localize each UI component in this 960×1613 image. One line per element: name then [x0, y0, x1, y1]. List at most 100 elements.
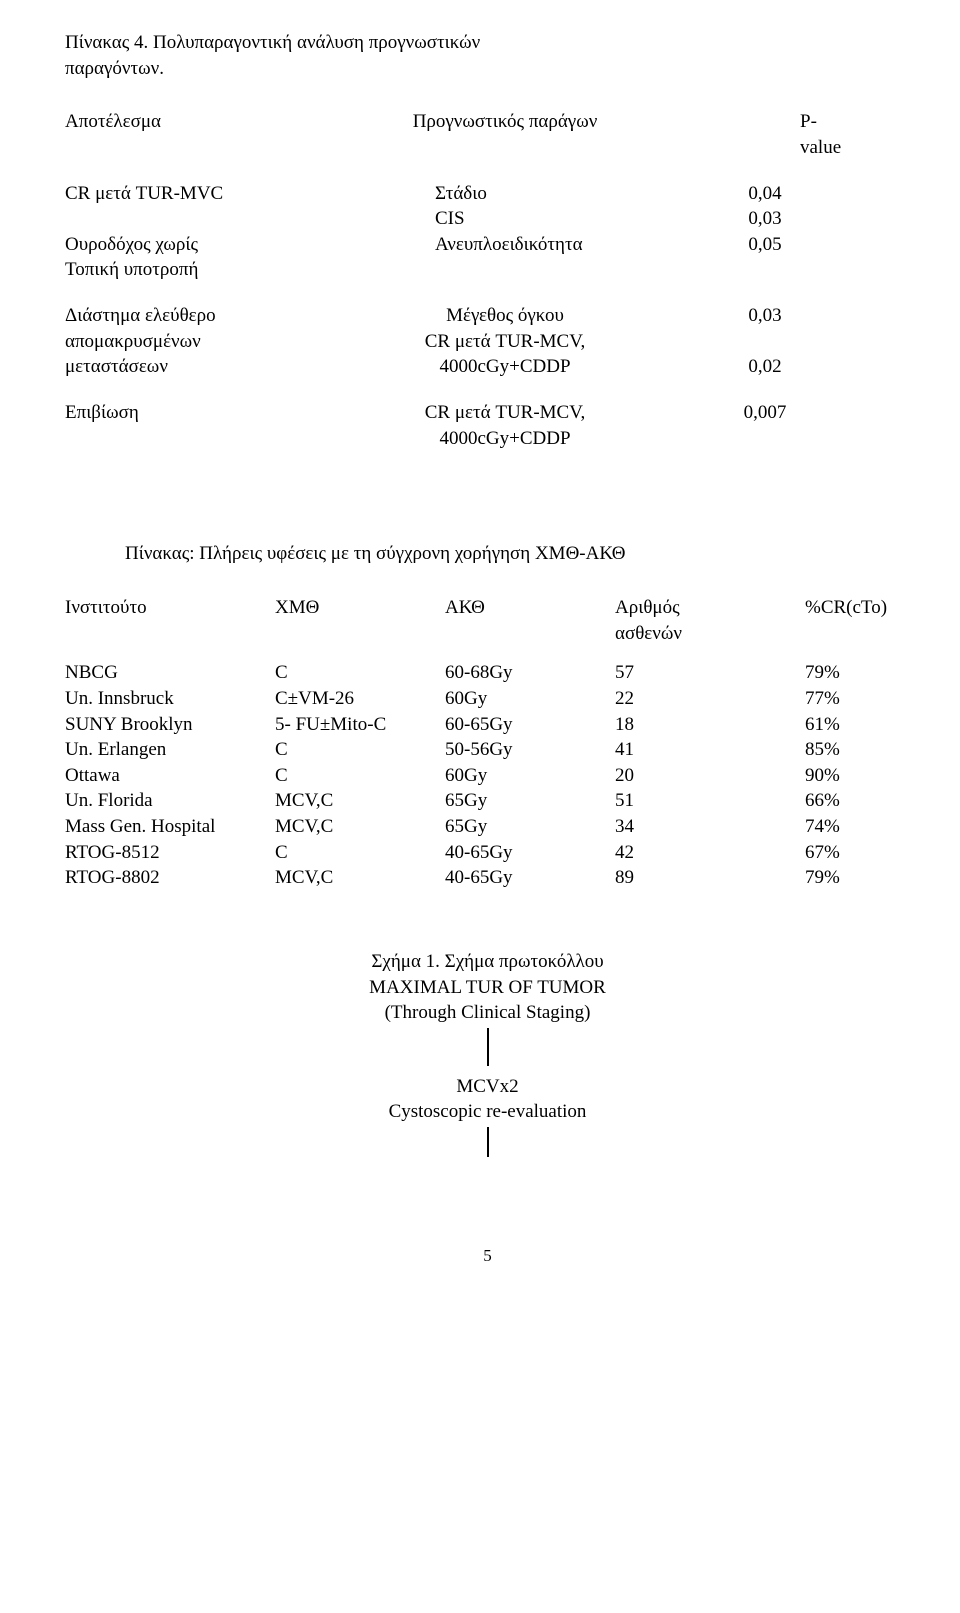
table4: Αποτέλεσμα Προγνωστικός παράγων P-value …: [65, 109, 910, 451]
t1r3v2c: 0,02: [675, 354, 855, 380]
t2r2c2: 5- FU±Mito-C: [275, 712, 445, 738]
t2r3c5: 85%: [765, 737, 910, 763]
t1r2c1b: Τοπική υποτροπή: [65, 257, 335, 283]
t1r3c2c: 4000cGy+CDDP: [335, 354, 675, 380]
t2r4c2: C: [275, 763, 445, 789]
t1r3c1b: απομακρυσμένων: [65, 329, 335, 355]
table5-caption: Πίνακας: Πλήρεις υφέσεις με τη σύγχρονη …: [125, 541, 910, 567]
table-row: RTOG-8512C40-65Gy4267%: [65, 840, 910, 866]
table5: Ινστιτούτο ΧΜΘ ΑΚΘ Αριθμός ασθενών %CR(c…: [65, 595, 910, 891]
t1r4c2a: CR μετά TUR-MCV,: [335, 400, 675, 426]
t2r1c5: 77%: [765, 686, 910, 712]
t1r3c2a: Μέγεθος όγκου: [335, 303, 675, 329]
fig-l3: MCVx2: [65, 1074, 910, 1100]
t1r2c1a: Ουροδόχος χωρίς: [65, 232, 335, 258]
t2r0c4: 57: [605, 660, 765, 686]
t2r8c3: 40-65Gy: [445, 865, 605, 891]
t2r8c4: 89: [605, 865, 765, 891]
table4-caption-line2: παραγόντων.: [65, 56, 910, 82]
t2r1c2: C±VM-26: [275, 686, 445, 712]
table-row: Διάστημα ελεύθερο Μέγεθος όγκου 0,03: [65, 303, 910, 329]
t1r4c2b: 4000cGy+CDDP: [335, 426, 675, 452]
t1r1c1: CR μετά TUR-MVC: [65, 181, 335, 207]
t2r2c3: 60-65Gy: [445, 712, 605, 738]
table4-h3: P-value: [675, 109, 855, 160]
table5-header: Ινστιτούτο ΧΜΘ ΑΚΘ Αριθμός ασθενών %CR(c…: [65, 595, 910, 646]
fig-l2: (Through Clinical Staging): [65, 1000, 910, 1026]
t2r3c1: Un. Erlangen: [65, 737, 275, 763]
t1r3v2a: 0,03: [675, 303, 855, 329]
t2r8c5: 79%: [765, 865, 910, 891]
t2r0c3: 60-68Gy: [445, 660, 605, 686]
t2r6c4: 34: [605, 814, 765, 840]
t2r0c2: C: [275, 660, 445, 686]
table-row: Un. ErlangenC50-56Gy4185%: [65, 737, 910, 763]
t2h4b: ασθενών: [615, 621, 765, 647]
t1r1v2b: 0,03: [675, 206, 855, 232]
t2r5c4: 51: [605, 788, 765, 814]
t2h4: Αριθμός ασθενών: [605, 595, 765, 646]
t2r7c4: 42: [605, 840, 765, 866]
t2r5c5: 66%: [765, 788, 910, 814]
table-row: CR μετά TUR-MVC Στάδιο 0,04: [65, 181, 910, 207]
table-row: CIS 0,03: [65, 206, 910, 232]
table-row: NBCGC60-68Gy5779%: [65, 660, 910, 686]
figure1-body: MAXIMAL TUR OF TUMOR (Through Clinical S…: [65, 975, 910, 1165]
table-row: Τοπική υποτροπή: [65, 257, 910, 283]
t2r2c5: 61%: [765, 712, 910, 738]
t1r1c2a: Στάδιο: [335, 181, 675, 207]
fig-connector-line: [487, 1028, 489, 1066]
t2r4c4: 20: [605, 763, 765, 789]
t2r7c3: 40-65Gy: [445, 840, 605, 866]
t2r3c4: 41: [605, 737, 765, 763]
table4-h2: Προγνωστικός παράγων: [335, 109, 675, 160]
page-number: 5: [65, 1245, 910, 1268]
t2r4c5: 90%: [765, 763, 910, 789]
t1r2v: 0,05: [675, 232, 855, 258]
t1r4v2a: 0,007: [675, 400, 855, 426]
fig-connector-line: [487, 1127, 489, 1157]
table4-header: Αποτέλεσμα Προγνωστικός παράγων P-value: [65, 109, 910, 160]
t2r1c1: Un. Innsbruck: [65, 686, 275, 712]
t2r0c1: NBCG: [65, 660, 275, 686]
table-row: Un. FloridaMCV,C65Gy5166%: [65, 788, 910, 814]
t2r2c4: 18: [605, 712, 765, 738]
table-row: SUNY Brooklyn5- FU±Mito-C60-65Gy1861%: [65, 712, 910, 738]
t2r5c1: Un. Florida: [65, 788, 275, 814]
t2r6c5: 74%: [765, 814, 910, 840]
table-row: OttawaC60Gy2090%: [65, 763, 910, 789]
table-row: Mass Gen. HospitalMCV,C65Gy3474%: [65, 814, 910, 840]
table-row: RTOG-8802MCV,C40-65Gy8979%: [65, 865, 910, 891]
t2r5c2: MCV,C: [275, 788, 445, 814]
t2r6c3: 65Gy: [445, 814, 605, 840]
table4-h1: Αποτέλεσμα: [65, 109, 335, 160]
t1r1c2b: CIS: [335, 206, 675, 232]
t2r7c1: RTOG-8512: [65, 840, 275, 866]
t2r6c2: MCV,C: [275, 814, 445, 840]
table-row: απομακρυσμένων CR μετά TUR-MCV,: [65, 329, 910, 355]
t2r1c3: 60Gy: [445, 686, 605, 712]
fig-l4: Cystoscopic re-evaluation: [65, 1099, 910, 1125]
t1r2c2: Ανευπλοειδικότητα: [335, 232, 675, 258]
t2h1: Ινστιτούτο: [65, 595, 275, 646]
t2r6c1: Mass Gen. Hospital: [65, 814, 275, 840]
table-row: 4000cGy+CDDP: [65, 426, 910, 452]
t2r8c1: RTOG-8802: [65, 865, 275, 891]
t2h5: %CR(cTo): [765, 595, 910, 646]
t1r3c1c: μεταστάσεων: [65, 354, 335, 380]
table-row: μεταστάσεων 4000cGy+CDDP 0,02: [65, 354, 910, 380]
table-row: Επιβίωση CR μετά TUR-MCV, 0,007: [65, 400, 910, 426]
t2h4a: Αριθμός: [615, 595, 765, 621]
t2r3c2: C: [275, 737, 445, 763]
t1r3c1a: Διάστημα ελεύθερο: [65, 303, 335, 329]
t2r8c2: MCV,C: [275, 865, 445, 891]
t2r7c5: 67%: [765, 840, 910, 866]
t2h3: ΑΚΘ: [445, 595, 605, 646]
t2r2c1: SUNY Brooklyn: [65, 712, 275, 738]
table-row: Ουροδόχος χωρίς Ανευπλοειδικότητα 0,05: [65, 232, 910, 258]
t2r5c3: 65Gy: [445, 788, 605, 814]
t2r4c1: Ottawa: [65, 763, 275, 789]
t1r3c2b: CR μετά TUR-MCV,: [335, 329, 675, 355]
table4-caption-line1: Πίνακας 4. Πολυπαραγοντική ανάλυση προγν…: [65, 30, 910, 56]
table4-caption: Πίνακας 4. Πολυπαραγοντική ανάλυση προγν…: [65, 30, 910, 81]
